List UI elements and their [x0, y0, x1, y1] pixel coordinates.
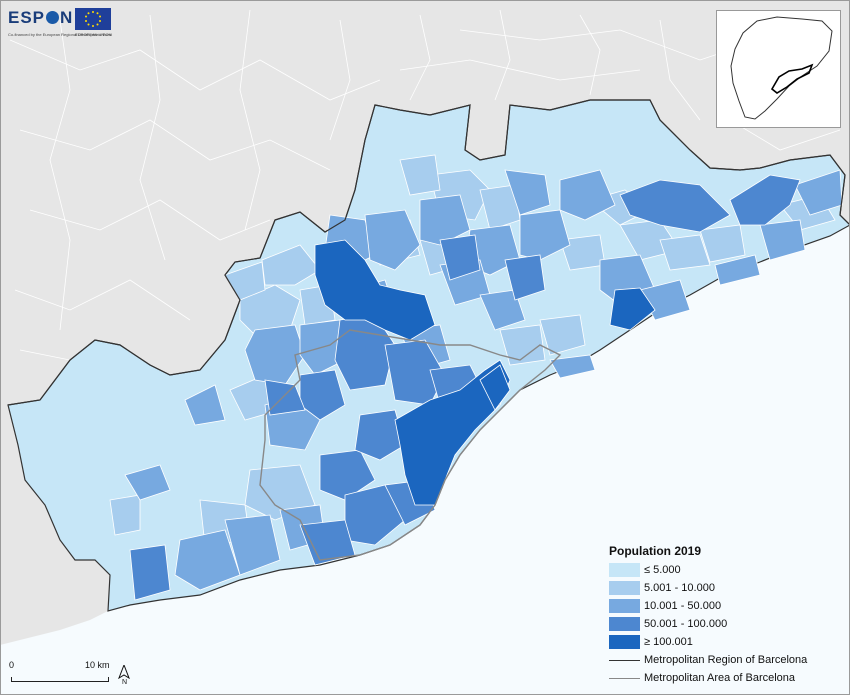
sea-area [0, 225, 850, 695]
legend: Population 2019 ≤ 5.000 5.001 - 10.000 10.… [609, 544, 844, 687]
north-label: N [122, 679, 128, 686]
legend-label: Metropolitan Region of Barcelona [644, 654, 808, 666]
legend-swatch [609, 599, 640, 613]
eu-stars-icon [85, 11, 101, 27]
legend-label: ≥ 100.001 [644, 636, 693, 648]
legend-items: ≤ 5.000 5.001 - 10.000 10.001 - 50.000 50.0… [609, 561, 844, 687]
legend-label: 10.001 - 50.000 [644, 600, 722, 612]
legend-class-4: 50.001 - 100.000 [609, 615, 844, 633]
legend-swatch [609, 617, 640, 631]
legend-line-swatch [609, 677, 640, 679]
logo-text-2: N [60, 8, 74, 27]
north-arrow-glyph [118, 663, 130, 680]
eu-subtitle: EUROPEAN UNION [75, 32, 112, 37]
legend-swatch [609, 563, 640, 577]
legend-label: ≤ 5.000 [644, 564, 681, 576]
legend-label: 50.001 - 100.000 [644, 618, 728, 630]
eu-flag-icon [75, 8, 111, 30]
legend-class-1: ≤ 5.000 [609, 561, 844, 579]
class-5-municipalities [314, 239, 656, 506]
metropolitan-area-border [259, 329, 562, 561]
legend-label: Metropolitan Area of Barcelona [644, 672, 796, 684]
legend-label: 5.001 - 10.000 [644, 582, 715, 594]
legend-title: Population 2019 [609, 544, 702, 558]
scale-bar-line [11, 677, 109, 682]
scale-end-label: 10 km [85, 660, 110, 670]
legend-class-2: 5.001 - 10.000 [609, 579, 844, 597]
logo-o-icon [46, 11, 60, 24]
outside-municipality-lines [9, 9, 841, 401]
legend-line-1: Metropolitan Region of Barcelona [609, 651, 844, 669]
north-arrow-icon: N [118, 663, 130, 686]
logo-subtitle: Co-financed by the European Regional Dev… [8, 32, 112, 37]
legend-class-5: ≥ 100.001 [609, 633, 844, 651]
legend-swatch [609, 581, 640, 595]
metropolitan-region-border [7, 99, 850, 406]
catalonia-outline [730, 16, 833, 120]
legend-class-3: 10.001 - 50.000 [609, 597, 844, 615]
legend-swatch [609, 635, 640, 649]
legend-line-swatch [609, 659, 640, 661]
logo-text-1: ESP [8, 8, 46, 27]
espon-logo: ESP N Co-financed by the European Regiona… [8, 8, 112, 37]
inset-highlight-region [770, 63, 814, 94]
locator-inset-map [716, 10, 841, 128]
legend-line-2: Metropolitan Area of Barcelona [609, 669, 844, 687]
scale-start-label: 0 [9, 660, 15, 670]
